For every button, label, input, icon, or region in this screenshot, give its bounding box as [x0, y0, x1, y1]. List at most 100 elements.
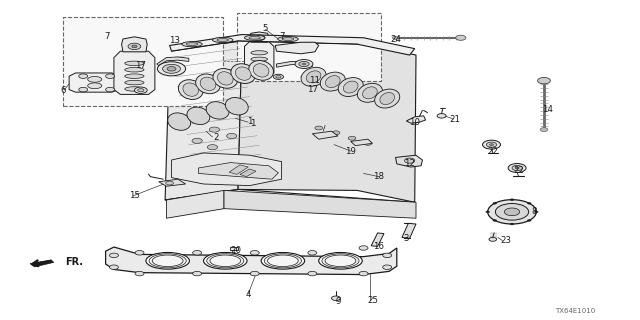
Circle shape	[383, 265, 392, 269]
Circle shape	[486, 142, 497, 147]
Polygon shape	[244, 42, 274, 77]
Polygon shape	[396, 155, 422, 167]
Circle shape	[79, 87, 88, 92]
Ellipse shape	[210, 255, 241, 267]
Circle shape	[456, 35, 466, 40]
Circle shape	[392, 36, 399, 39]
Ellipse shape	[231, 64, 255, 84]
Text: 11: 11	[309, 76, 321, 85]
Ellipse shape	[125, 80, 144, 85]
Ellipse shape	[244, 35, 265, 40]
Ellipse shape	[186, 43, 198, 46]
Ellipse shape	[264, 254, 301, 268]
Ellipse shape	[282, 38, 294, 41]
Ellipse shape	[212, 37, 233, 43]
Ellipse shape	[319, 252, 362, 269]
Circle shape	[106, 74, 115, 78]
Circle shape	[157, 62, 186, 76]
Circle shape	[163, 64, 180, 73]
Ellipse shape	[204, 252, 247, 269]
Polygon shape	[30, 260, 54, 267]
Polygon shape	[69, 73, 118, 92]
Polygon shape	[106, 247, 397, 275]
Text: 9: 9	[335, 297, 340, 306]
Circle shape	[250, 251, 259, 255]
Ellipse shape	[251, 51, 268, 55]
Circle shape	[308, 251, 317, 255]
Circle shape	[109, 265, 118, 269]
Text: FR.: FR.	[65, 257, 83, 267]
Circle shape	[207, 145, 218, 150]
Ellipse shape	[168, 113, 191, 130]
Ellipse shape	[251, 63, 268, 68]
Circle shape	[167, 67, 176, 71]
Circle shape	[508, 164, 526, 172]
Ellipse shape	[200, 77, 216, 91]
Text: 1: 1	[247, 117, 252, 126]
Circle shape	[332, 131, 340, 135]
Text: 3: 3	[404, 234, 409, 243]
Circle shape	[135, 271, 144, 276]
Text: 15: 15	[129, 191, 140, 200]
Ellipse shape	[278, 36, 298, 42]
Circle shape	[534, 211, 538, 213]
Text: 10: 10	[409, 118, 420, 127]
Circle shape	[359, 271, 368, 276]
Ellipse shape	[249, 60, 273, 80]
Circle shape	[404, 158, 415, 163]
Circle shape	[135, 251, 144, 255]
Ellipse shape	[125, 61, 144, 66]
Circle shape	[109, 253, 118, 258]
Ellipse shape	[307, 71, 321, 83]
Circle shape	[348, 136, 356, 140]
Text: 6: 6	[60, 86, 65, 95]
Circle shape	[250, 271, 259, 276]
Circle shape	[132, 45, 137, 48]
Circle shape	[538, 77, 550, 84]
Circle shape	[490, 144, 493, 146]
Text: TX64E1010: TX64E1010	[555, 308, 595, 314]
Circle shape	[504, 208, 520, 216]
Circle shape	[227, 133, 237, 139]
Circle shape	[510, 199, 514, 201]
Circle shape	[166, 181, 173, 185]
Ellipse shape	[320, 72, 346, 91]
Ellipse shape	[301, 67, 326, 86]
Circle shape	[332, 296, 340, 300]
Ellipse shape	[251, 70, 268, 74]
Polygon shape	[351, 139, 372, 146]
Text: 2: 2	[214, 133, 219, 142]
Circle shape	[128, 43, 141, 50]
Circle shape	[273, 74, 284, 79]
Circle shape	[488, 200, 536, 224]
Bar	[237, 13, 381, 81]
Ellipse shape	[196, 74, 220, 94]
Polygon shape	[240, 169, 256, 177]
Polygon shape	[170, 35, 415, 55]
Circle shape	[527, 202, 531, 204]
Ellipse shape	[344, 81, 358, 93]
Text: 16: 16	[373, 242, 385, 251]
Circle shape	[79, 74, 88, 78]
Circle shape	[315, 126, 323, 130]
Circle shape	[510, 223, 514, 225]
Text: 17: 17	[135, 61, 147, 70]
Text: 7: 7	[279, 32, 284, 41]
Circle shape	[437, 114, 446, 118]
Circle shape	[193, 251, 202, 255]
Ellipse shape	[268, 255, 298, 267]
Ellipse shape	[88, 83, 102, 89]
Circle shape	[302, 63, 306, 65]
Ellipse shape	[88, 76, 102, 82]
Ellipse shape	[357, 83, 383, 102]
Polygon shape	[198, 163, 278, 179]
Ellipse shape	[326, 76, 340, 88]
Polygon shape	[114, 51, 155, 94]
Ellipse shape	[146, 252, 189, 269]
Bar	[63, 17, 223, 106]
Circle shape	[192, 138, 202, 143]
Circle shape	[276, 76, 281, 78]
Ellipse shape	[217, 38, 228, 41]
Circle shape	[493, 220, 497, 221]
Ellipse shape	[179, 80, 203, 100]
